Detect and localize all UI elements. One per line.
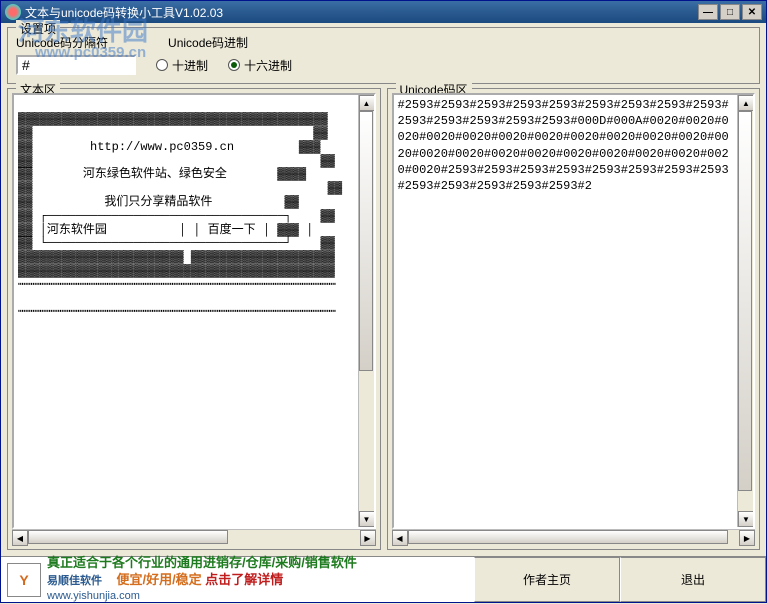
text-scrollbar-h[interactable]: ◀ ▶ xyxy=(12,529,376,545)
radix-hex-label: 十六进制 xyxy=(244,57,292,74)
ad-line2a: 便宜/好用/稳定 xyxy=(116,572,205,587)
unicode-scrollbar-v[interactable]: ▲ ▼ xyxy=(737,95,753,527)
unicode-panel: Unicode码区 #2593#2593#2593#2593#2593#2593… xyxy=(387,88,761,550)
radix-hex-radio[interactable]: 十六进制 xyxy=(228,57,292,74)
radio-icon xyxy=(228,59,240,71)
radix-label: Unicode码进制 xyxy=(168,34,248,51)
titlebar: 文本与unicode码转换小工具V1.02.03 — □ ✕ xyxy=(1,1,766,23)
settings-group: 设置项 Unicode码分隔符 Unicode码进制 十进制 十六进制 xyxy=(7,27,760,84)
radix-dec-label: 十进制 xyxy=(172,57,208,74)
close-button[interactable]: ✕ xyxy=(742,4,762,20)
ad-line2b: 点击了解详情 xyxy=(205,572,283,587)
window-title: 文本与unicode码转换小工具V1.02.03 xyxy=(25,4,698,21)
text-panel: 文本区 ▓▓▓▓▓▓▓▓▓▓▓▓▓▓▓▓▓▓▓▓▓▓▓▓▓▓▓▓▓▓▓▓▓▓▓▓… xyxy=(7,88,381,550)
ad-brand: 易顺佳软件 xyxy=(47,575,102,587)
minimize-button[interactable]: — xyxy=(698,4,718,20)
author-homepage-button[interactable]: 作者主页 xyxy=(474,557,620,602)
ad-line1: 真正适合于各个行业的通用进销存/仓库/采购/销售软件 xyxy=(47,555,468,572)
app-icon xyxy=(5,4,21,20)
ad-logo-icon: Y xyxy=(7,563,41,597)
ad-banner[interactable]: Y 真正适合于各个行业的通用进销存/仓库/采购/销售软件 易顺佳软件 便宜/好用… xyxy=(1,557,474,602)
settings-title: 设置项 xyxy=(16,20,60,37)
unicode-area[interactable]: #2593#2593#2593#2593#2593#2593#2593#2593… xyxy=(394,95,738,527)
text-area[interactable]: ▓▓▓▓▓▓▓▓▓▓▓▓▓▓▓▓▓▓▓▓▓▓▓▓▓▓▓▓▓▓▓▓▓▓▓▓▓▓▓▓… xyxy=(14,95,358,527)
separator-input[interactable] xyxy=(16,55,136,75)
radio-icon xyxy=(156,59,168,71)
unicode-scrollbar-h[interactable]: ◀ ▶ xyxy=(392,529,756,545)
radix-decimal-radio[interactable]: 十进制 xyxy=(156,57,208,74)
maximize-button[interactable]: □ xyxy=(720,4,740,20)
bottom-bar: Y 真正适合于各个行业的通用进销存/仓库/采购/销售软件 易顺佳软件 便宜/好用… xyxy=(1,556,766,602)
ad-url: www.yishunjia.com xyxy=(47,589,468,603)
ascii-art: ▓▓▓▓▓▓▓▓▓▓▓▓▓▓▓▓▓▓▓▓▓▓▓▓▓▓▓▓▓▓▓▓▓▓▓▓▓▓▓▓… xyxy=(18,113,354,320)
exit-button[interactable]: 退出 xyxy=(620,557,766,602)
text-scrollbar-v[interactable]: ▲ ▼ xyxy=(358,95,374,527)
